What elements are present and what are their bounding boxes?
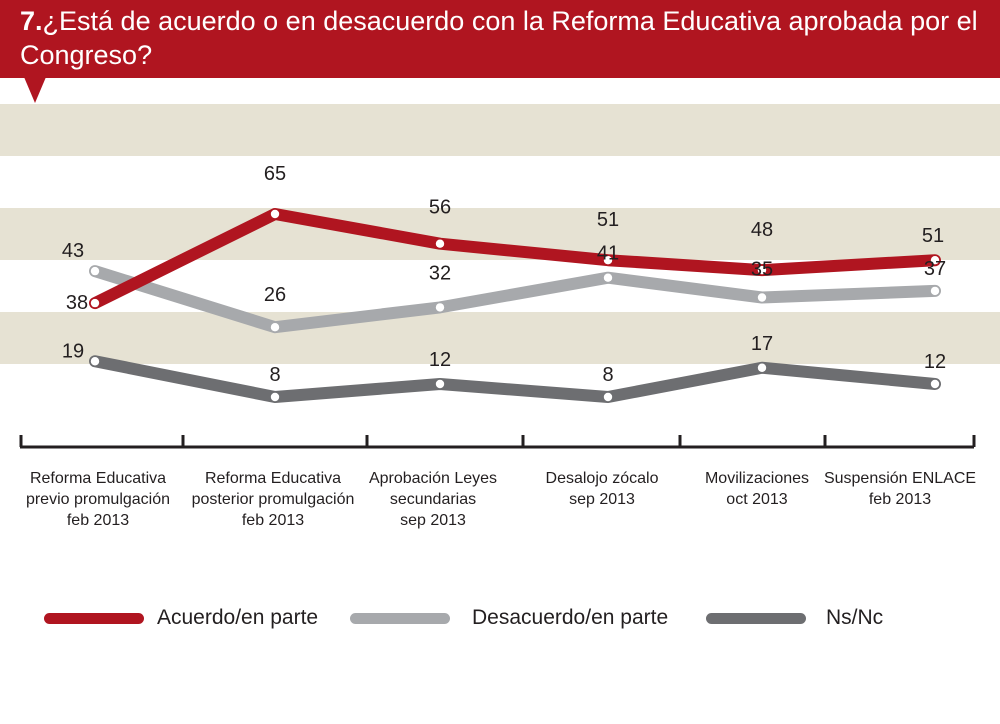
question-text: ¿Está de acuerdo o en desacuerdo con la … [20,6,978,70]
title-notch [24,77,46,103]
series-line-desacuerdo [89,265,941,334]
data-point-nsnc [270,392,280,402]
data-point-acuerdo [930,256,940,265]
data-label-desacuerdo: 37 [924,258,946,280]
data-point-desacuerdo [603,273,613,282]
data-label-nsnc: 19 [62,340,84,362]
legend-label-desacuerdo: Desacuerdo/en parte [472,606,669,629]
data-label-nsnc: 8 [602,364,613,386]
legend-label-acuerdo: Acuerdo/en parte [157,606,319,629]
data-points [90,209,940,402]
title-banner [0,0,1000,78]
legend-label-nsnc: Ns/Nc [826,606,884,629]
data-label-nsnc: 17 [751,333,773,355]
data-point-acuerdo [757,265,767,275]
x-tick-label: Suspensión ENLACE feb 2013 [823,470,977,508]
legend-swatch-acuerdo [44,613,144,624]
legend-swatch-nsnc [706,613,806,624]
data-label-desacuerdo: 35 [751,259,773,281]
data-label-desacuerdo: 32 [429,262,451,284]
data-label-nsnc: 12 [429,349,451,371]
data-label-acuerdo: 51 [597,209,619,231]
question-number: 7. [20,6,43,36]
data-point-desacuerdo [435,303,445,312]
data-label-nsnc: 12 [924,351,946,373]
data-label-nsnc: 8 [269,364,280,386]
data-point-nsnc [757,363,767,372]
x-tick-label: Reforma Educativa posterior promulgación… [191,470,355,529]
data-point-acuerdo [603,256,613,265]
data-point-acuerdo [270,209,280,219]
x-tick-label: Desalojo zócalo sep 2013 [545,470,659,508]
background-band [0,156,1000,208]
x-tick-label: Movilizaciones oct 2013 [704,470,810,508]
data-label-acuerdo: 65 [264,163,286,185]
data-point-nsnc [435,379,445,389]
data-point-nsnc [930,379,940,389]
data-label-desacuerdo: 43 [62,240,84,262]
series-line-nsnc [89,355,941,403]
data-label-desacuerdo: 41 [597,243,619,265]
x-tick-label: Reforma Educativa previo promulgación fe… [25,470,171,529]
data-point-acuerdo [435,239,445,248]
data-label-acuerdo: 38 [66,292,88,314]
data-label-acuerdo: 48 [751,219,773,241]
data-point-desacuerdo [757,293,767,302]
data-point-desacuerdo [270,323,280,332]
x-tick-label: Aprobación Leyes secundarias sep 2013 [368,470,498,529]
data-point-nsnc [603,392,613,402]
background-band [0,312,1000,364]
data-label-acuerdo: 51 [922,225,944,247]
series-line-acuerdo [89,208,941,310]
background-band [0,104,1000,156]
data-point-acuerdo [90,298,100,308]
data-point-desacuerdo [90,266,100,276]
data-point-nsnc [90,357,100,366]
data-label-acuerdo: 56 [429,197,451,219]
chart-title: 7.¿Está de acuerdo o en desacuerdo con l… [20,4,980,72]
series-lines [89,208,941,403]
x-axis [19,435,976,449]
data-label-desacuerdo: 26 [264,284,286,306]
data-point-desacuerdo [930,286,940,296]
data-labels: 19 8 12 8 17 12 43 26 32 41 35 37 38 65 56 51 48 51 [62,163,946,386]
legend-swatch-desacuerdo [350,613,450,624]
